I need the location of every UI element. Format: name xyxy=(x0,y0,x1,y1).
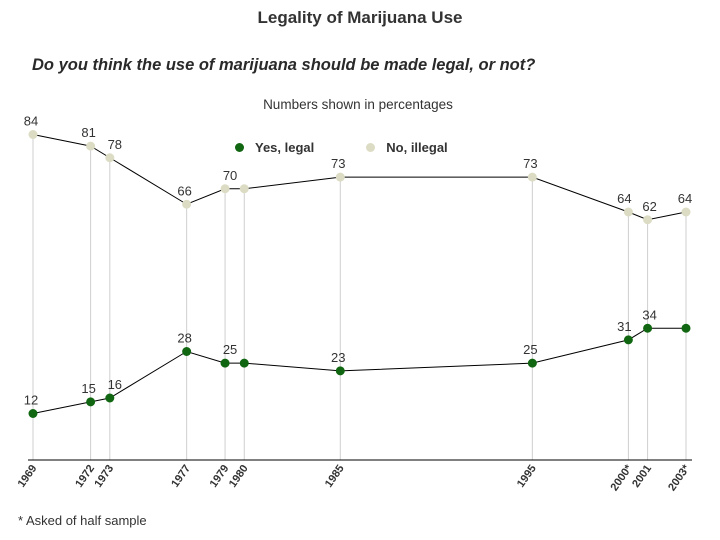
point-yes-1980 xyxy=(239,358,249,368)
point-no-1972 xyxy=(86,141,96,151)
data-label-yes-1977: 28 xyxy=(177,331,191,346)
series-line-yes-legal xyxy=(32,327,686,414)
data-label-no-1973: 78 xyxy=(108,137,122,152)
data-label-yes-1969: 12 xyxy=(24,393,38,408)
point-yes-2001 xyxy=(643,323,653,333)
x-tick-label-1973: 1973 xyxy=(92,463,116,490)
chart-title: Legality of Marijuana Use xyxy=(257,8,463,27)
data-label-no-2000: 64 xyxy=(617,191,631,206)
data-label-yes-1972: 15 xyxy=(81,381,95,396)
data-label-yes-1973: 16 xyxy=(108,377,122,392)
point-yes-1969 xyxy=(28,409,38,418)
point-yes-1977 xyxy=(182,347,192,356)
point-no-2003 xyxy=(681,207,691,217)
point-yes-1979 xyxy=(220,358,230,368)
point-no-1995 xyxy=(527,172,537,182)
legend-marker-no xyxy=(366,143,376,152)
point-yes-1995 xyxy=(527,358,537,368)
data-label-yes-2000: 31 xyxy=(617,319,631,334)
point-yes-2000 xyxy=(623,335,633,345)
legend-marker-yes xyxy=(235,143,244,152)
point-no-1977 xyxy=(182,199,192,209)
data-label-no-2003: 64 xyxy=(678,191,692,206)
point-no-1979 xyxy=(220,184,230,194)
x-tick-label-1977: 1977 xyxy=(169,463,193,490)
x-tick-label-1980: 1980 xyxy=(227,463,251,490)
point-yes-1973 xyxy=(105,393,115,403)
point-no-2000 xyxy=(623,207,633,217)
legend: Yes, legal No, illegal xyxy=(235,140,500,155)
point-yes-1972 xyxy=(86,397,96,407)
data-label-no-1969: 84 xyxy=(24,114,38,129)
legend-item-no: No, illegal xyxy=(366,140,448,155)
legend-item-yes: Yes, legal xyxy=(235,140,314,155)
x-tick-label-2003: 2003* xyxy=(666,462,693,493)
point-no-2001 xyxy=(643,215,653,225)
point-no-1980 xyxy=(239,184,249,194)
data-label-no-1977: 66 xyxy=(177,183,191,198)
x-tick-label-1969: 1969 xyxy=(16,463,40,490)
point-no-1973 xyxy=(105,153,115,163)
x-tick-label-1979: 1979 xyxy=(208,463,232,490)
series-line-no-illegal xyxy=(32,134,687,221)
x-tick-label-2001: 2001 xyxy=(630,463,654,490)
point-no-1969 xyxy=(28,130,38,139)
survey-question: Do you think the use of marijuana should… xyxy=(32,56,536,74)
footnote: * Asked of half sample xyxy=(18,513,147,528)
data-label-no-1995: 73 xyxy=(523,156,537,171)
data-label-yes-1979: 25 xyxy=(223,342,237,357)
data-label-yes-2001: 34 xyxy=(642,307,656,322)
legend-label-no: No, illegal xyxy=(386,140,448,155)
data-label-yes-1985: 23 xyxy=(331,350,345,365)
x-tick-label-2000: 2000* xyxy=(609,462,636,493)
x-tick-label-1972: 1972 xyxy=(73,463,97,490)
x-tick-label-1995: 1995 xyxy=(515,463,539,490)
chart-subtitle: Numbers shown in percentages xyxy=(263,97,453,112)
legend-label-yes: Yes, legal xyxy=(255,140,315,155)
data-label-no-1972: 81 xyxy=(81,125,95,140)
x-tick-label-1985: 1985 xyxy=(323,463,347,490)
data-label-no-1979: 70 xyxy=(223,168,237,183)
point-yes-2003 xyxy=(681,323,691,333)
data-label-no-2001: 62 xyxy=(642,199,656,214)
point-no-1985 xyxy=(335,172,345,182)
data-label-yes-1995: 25 xyxy=(523,342,537,357)
point-yes-1985 xyxy=(335,366,345,376)
data-label-no-1985: 73 xyxy=(331,156,345,171)
